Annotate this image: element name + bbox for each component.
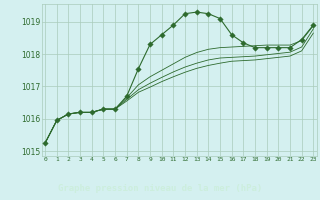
- Text: Graphe pression niveau de la mer (hPa): Graphe pression niveau de la mer (hPa): [58, 184, 262, 193]
